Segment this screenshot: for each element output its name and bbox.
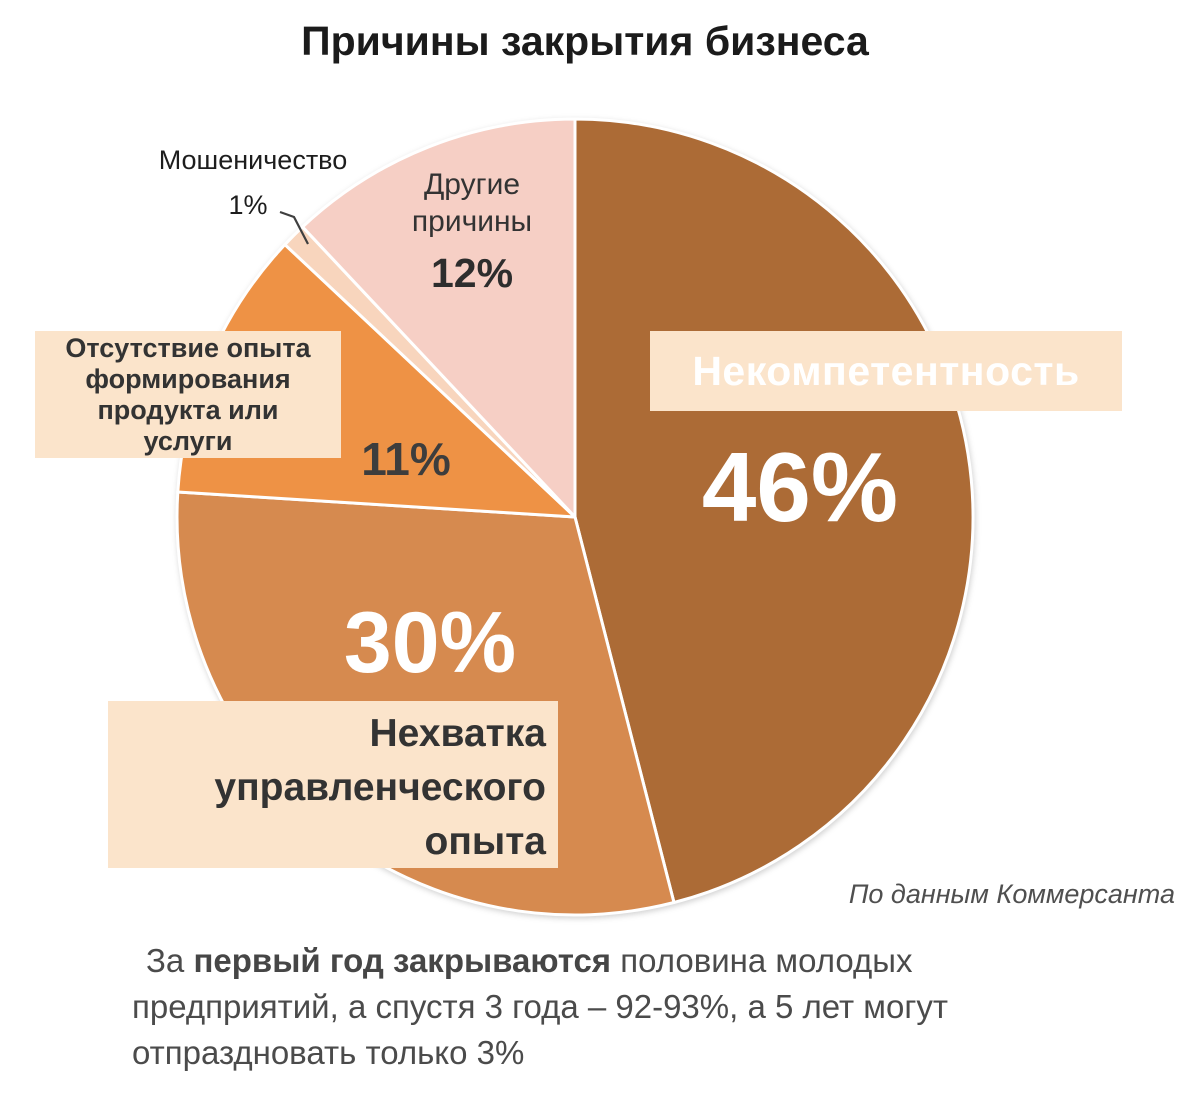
pie-chart bbox=[175, 117, 975, 917]
label-band-product: Отсутствие опыта формирования продукта и… bbox=[35, 331, 341, 458]
management-label-line: опыта bbox=[424, 820, 546, 863]
management-label-line: Нехватка bbox=[369, 712, 547, 755]
label-band-incompetence: Некомпетентность bbox=[650, 331, 1122, 411]
product-label-line: формирования bbox=[85, 363, 291, 394]
fraud-leader-line bbox=[279, 210, 309, 245]
caption-prefix: За bbox=[146, 942, 194, 979]
caption-text: За первый год закрываются половина молод… bbox=[132, 938, 1072, 1076]
product-label-line: продукта или bbox=[97, 394, 279, 425]
source-note: По данным Коммерсанта bbox=[848, 879, 1175, 909]
caption-bold: первый год закрываются bbox=[193, 942, 612, 979]
incompetence-label: Некомпетентность bbox=[692, 347, 1080, 394]
other-label-line: причины bbox=[411, 205, 533, 238]
label-band-management: Нехватка управленческого опыта bbox=[108, 701, 558, 868]
pie-slice-5 bbox=[301, 117, 577, 519]
product-percent: 11% bbox=[361, 433, 451, 485]
other-label-line: Другие bbox=[423, 168, 521, 201]
product-label-line: Отсутствие опыта bbox=[65, 332, 311, 363]
pie-slice-1 bbox=[573, 117, 975, 904]
chart-title: Причины закрытия бизнеса bbox=[301, 18, 869, 64]
other-reasons-percent: 12% bbox=[430, 250, 514, 296]
product-label-line: услуги bbox=[143, 425, 233, 456]
management-label-line: управленческого bbox=[214, 766, 546, 809]
other-reasons-label: Другие причины bbox=[397, 166, 547, 240]
caption-rest: половина молодых предприятий, а спустя 3… bbox=[132, 942, 948, 1071]
incompetence-percent: 46% bbox=[701, 432, 899, 542]
fraud-percent: 1% bbox=[228, 190, 268, 220]
fraud-label: Мошеничество bbox=[158, 145, 348, 175]
management-percent: 30% bbox=[343, 595, 517, 691]
